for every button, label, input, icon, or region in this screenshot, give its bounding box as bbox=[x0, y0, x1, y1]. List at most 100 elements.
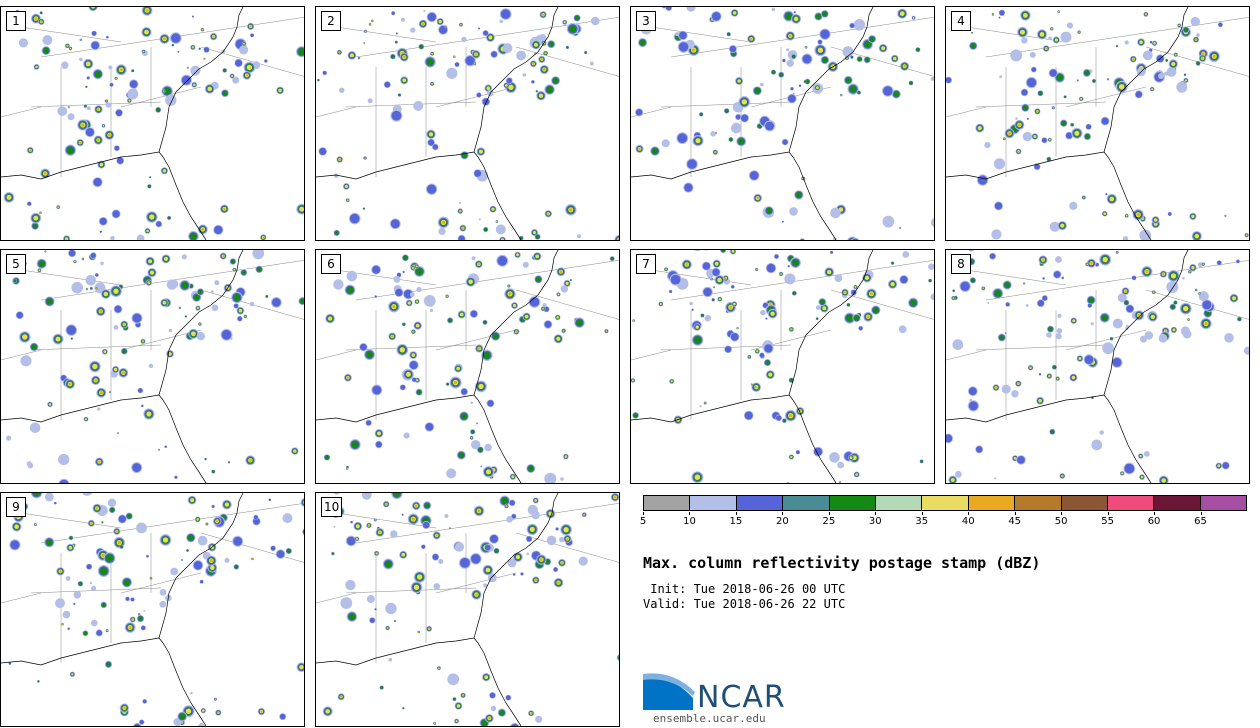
storm-cell bbox=[994, 477, 997, 480]
storm-cell bbox=[43, 47, 49, 54]
storm-cell bbox=[946, 77, 952, 83]
storm-cell bbox=[817, 39, 823, 45]
storm-cell bbox=[1039, 32, 1045, 37]
storm-cell bbox=[560, 561, 564, 564]
storm-cell bbox=[57, 106, 68, 117]
storm-cell bbox=[366, 351, 373, 359]
storm-cell bbox=[90, 522, 93, 525]
coastline bbox=[946, 250, 1189, 483]
storm-cell bbox=[305, 531, 306, 533]
storm-cell bbox=[142, 50, 145, 53]
site-url[interactable]: ensemble.ucar.edu bbox=[653, 712, 766, 725]
storm-cell bbox=[322, 71, 327, 75]
reflectivity-map bbox=[1, 250, 304, 483]
state-border bbox=[1, 592, 42, 604]
storm-cell bbox=[317, 79, 320, 81]
storm-cell bbox=[494, 548, 499, 553]
storm-cell bbox=[411, 517, 415, 521]
storm-cell bbox=[1103, 212, 1106, 215]
storm-cell bbox=[40, 11, 43, 14]
state-border bbox=[40, 503, 304, 544]
storm-cell bbox=[1152, 291, 1155, 294]
storm-cell bbox=[460, 24, 462, 26]
storm-cell bbox=[171, 33, 181, 43]
storm-cell bbox=[431, 53, 433, 55]
storm-cell bbox=[820, 29, 830, 39]
state-border bbox=[830, 289, 934, 320]
storm-cell bbox=[782, 419, 786, 423]
storm-cell bbox=[1166, 67, 1177, 77]
storm-cell bbox=[1118, 84, 1125, 90]
storm-cell bbox=[506, 77, 513, 84]
colorbar-segment bbox=[829, 496, 876, 510]
storm-cell bbox=[458, 452, 465, 458]
storm-cell bbox=[1142, 50, 1153, 61]
storm-cell bbox=[168, 352, 172, 356]
storm-cell bbox=[1101, 117, 1109, 125]
storm-cell bbox=[431, 83, 433, 85]
storm-cell bbox=[415, 300, 419, 303]
storm-cell bbox=[421, 22, 425, 26]
storm-cell bbox=[38, 260, 45, 267]
tick-label: 5 bbox=[639, 516, 647, 527]
storm-cell bbox=[1232, 296, 1236, 301]
storm-cell bbox=[298, 48, 304, 56]
storm-cell bbox=[262, 236, 265, 239]
storm-cell bbox=[1048, 326, 1053, 332]
storm-cell bbox=[190, 65, 201, 76]
storm-cell bbox=[491, 51, 498, 58]
storm-cell bbox=[97, 138, 100, 142]
storm-cell bbox=[1011, 390, 1019, 398]
storm-cell bbox=[501, 497, 509, 505]
storm-cell bbox=[960, 281, 970, 291]
storm-cell bbox=[817, 47, 824, 53]
storm-cell bbox=[106, 662, 111, 667]
storm-cell bbox=[787, 265, 790, 268]
storm-cell bbox=[400, 17, 405, 22]
tick-mark bbox=[782, 512, 784, 515]
colorbar-segment bbox=[875, 496, 923, 510]
storm-cell bbox=[1196, 33, 1200, 37]
storm-cell bbox=[156, 221, 162, 227]
storm-cell bbox=[702, 262, 711, 270]
storm-cell bbox=[129, 80, 138, 88]
storm-cell bbox=[712, 298, 715, 301]
storm-cell bbox=[1124, 290, 1127, 293]
storm-cell bbox=[522, 73, 527, 77]
storm-cell bbox=[187, 534, 194, 541]
storm-cell bbox=[256, 266, 262, 272]
storm-cell bbox=[1027, 118, 1029, 120]
storm-cell bbox=[103, 291, 109, 297]
storm-cell bbox=[405, 371, 411, 377]
storm-cell bbox=[446, 67, 458, 79]
storm-cell bbox=[559, 536, 565, 543]
storm-cell bbox=[849, 85, 857, 93]
storm-cell bbox=[900, 275, 908, 284]
storm-cell bbox=[278, 88, 282, 93]
storm-cell bbox=[701, 314, 704, 317]
storm-cell bbox=[1052, 107, 1054, 109]
storm-cell bbox=[113, 367, 118, 372]
storm-cell bbox=[392, 305, 396, 309]
storm-cell bbox=[112, 210, 120, 218]
storm-cell bbox=[387, 627, 389, 629]
init-time: Init: Tue 2018-06-26 00 UTC bbox=[643, 582, 846, 596]
storm-cell bbox=[97, 108, 100, 111]
storm-cell bbox=[1145, 13, 1147, 15]
storm-cell bbox=[44, 493, 54, 502]
storm-cell bbox=[977, 126, 982, 131]
storm-cell bbox=[34, 523, 37, 526]
storm-cell bbox=[1071, 375, 1076, 380]
storm-cell bbox=[1224, 215, 1226, 217]
reflectivity-map bbox=[316, 250, 619, 483]
storm-cell bbox=[333, 173, 339, 178]
tick-mark bbox=[1014, 512, 1016, 515]
storm-cell bbox=[174, 475, 178, 479]
storm-cell bbox=[560, 285, 569, 293]
storm-cell bbox=[1085, 134, 1090, 139]
storm-cell bbox=[790, 328, 793, 330]
storm-cell bbox=[303, 530, 304, 534]
storm-cell bbox=[378, 531, 382, 534]
storm-cell bbox=[1102, 256, 1108, 263]
storm-cell bbox=[845, 77, 852, 83]
